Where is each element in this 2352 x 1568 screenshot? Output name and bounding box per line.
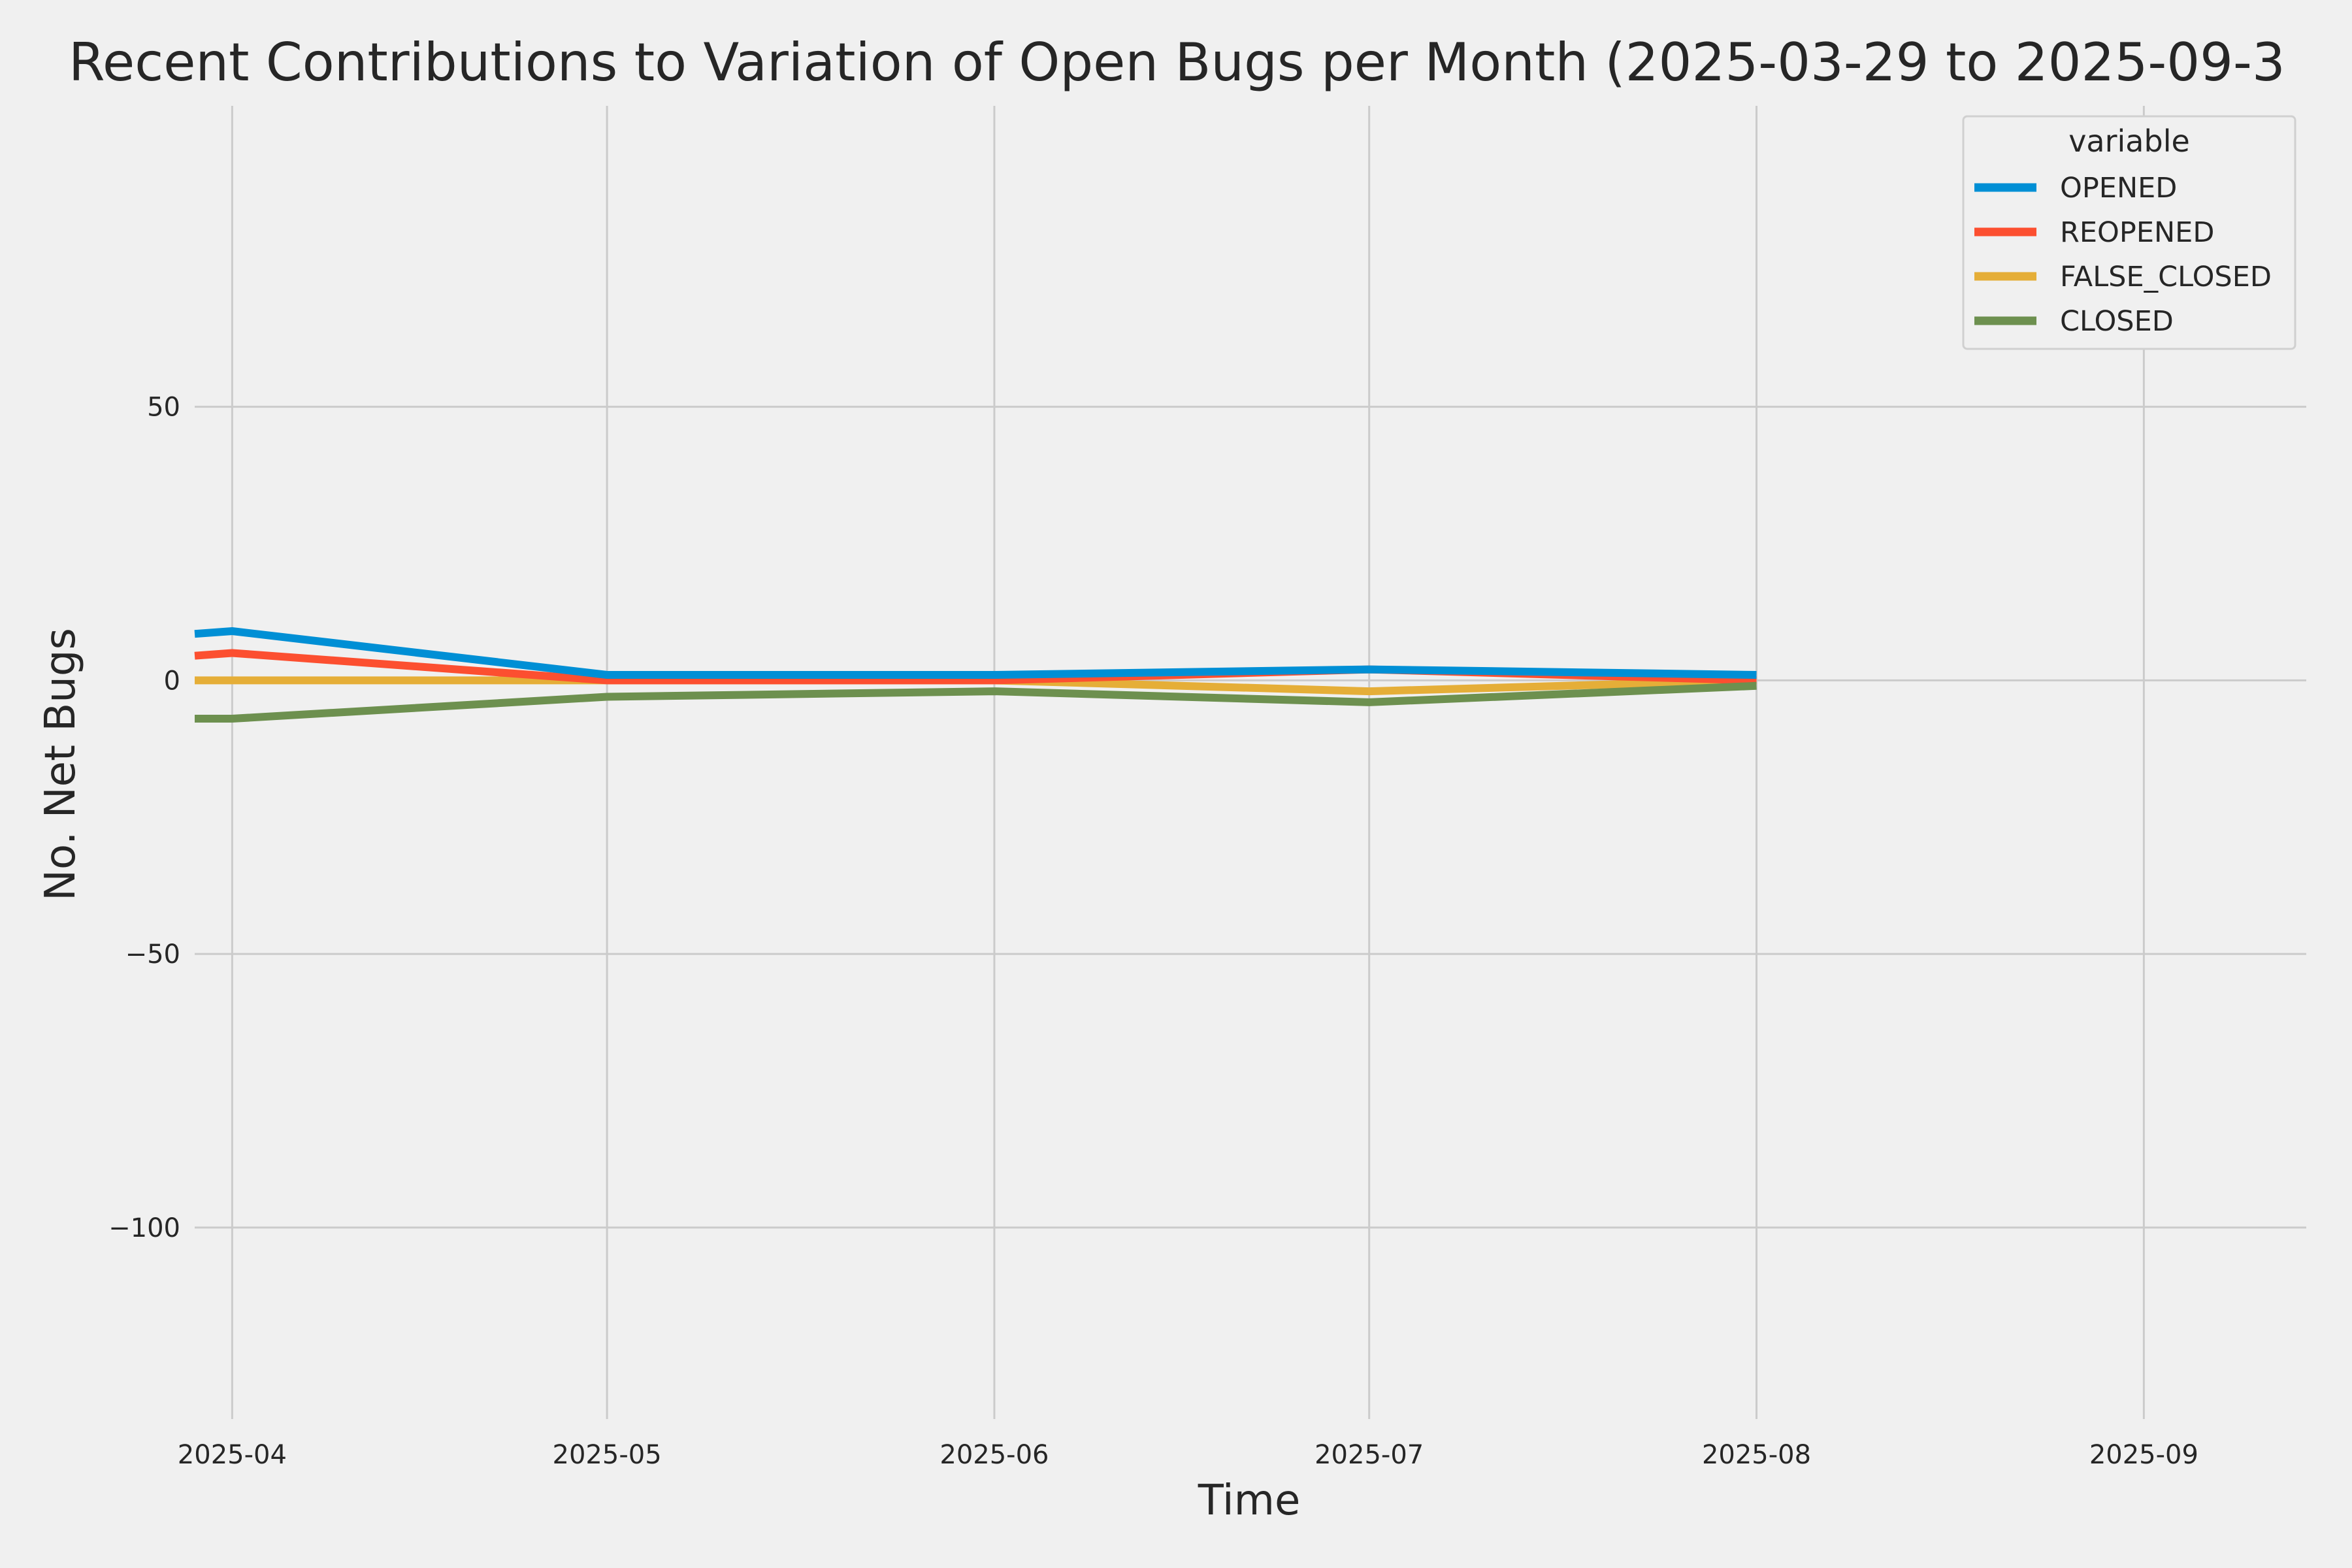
legend-label: FALSE_CLOSED xyxy=(2060,261,2272,293)
x-tick-labels: 2025-04 2025-05 2025-06 2025-07 2025-08 2025-… xyxy=(178,1440,2198,1470)
x-tick-label: 2025-09 xyxy=(2089,1440,2198,1470)
legend-box xyxy=(1962,115,2296,350)
x-tick-label: 2025-06 xyxy=(939,1440,1049,1470)
legend-label: REOPENED xyxy=(2060,216,2214,249)
series-line-closed xyxy=(195,681,1757,723)
y-tick-label: −50 xyxy=(125,939,180,970)
y-tick-labels: 50 0 −50 −100 xyxy=(108,393,180,1243)
series-lines xyxy=(194,627,1757,723)
legend-items: OPENED REOPENED FALSE_CLOSED CLOSED xyxy=(1974,172,2272,338)
series-line-opened xyxy=(194,627,1757,679)
legend: variable OPENED REOPENED FALSE_CLOSED CLOSE… xyxy=(1962,115,2296,350)
y-tick-label: −100 xyxy=(108,1213,180,1243)
y-axis-label: No. Net Bugs xyxy=(37,628,85,901)
y-tick-label: 50 xyxy=(147,393,180,423)
x-axis-label: Time xyxy=(1198,1477,1301,1525)
chart-title: Recent Contributions to Variation of Ope… xyxy=(69,32,2285,93)
y-tick-label: 0 xyxy=(164,666,180,696)
x-tick-label: 2025-08 xyxy=(1702,1440,1811,1470)
x-tick-label: 2025-04 xyxy=(178,1440,287,1470)
legend-label: OPENED xyxy=(2060,172,2177,204)
x-tick-label: 2025-07 xyxy=(1315,1440,1424,1470)
x-tick-label: 2025-05 xyxy=(553,1440,662,1470)
legend-label: CLOSED xyxy=(2060,305,2174,338)
legend-title: variable xyxy=(2068,123,2190,159)
